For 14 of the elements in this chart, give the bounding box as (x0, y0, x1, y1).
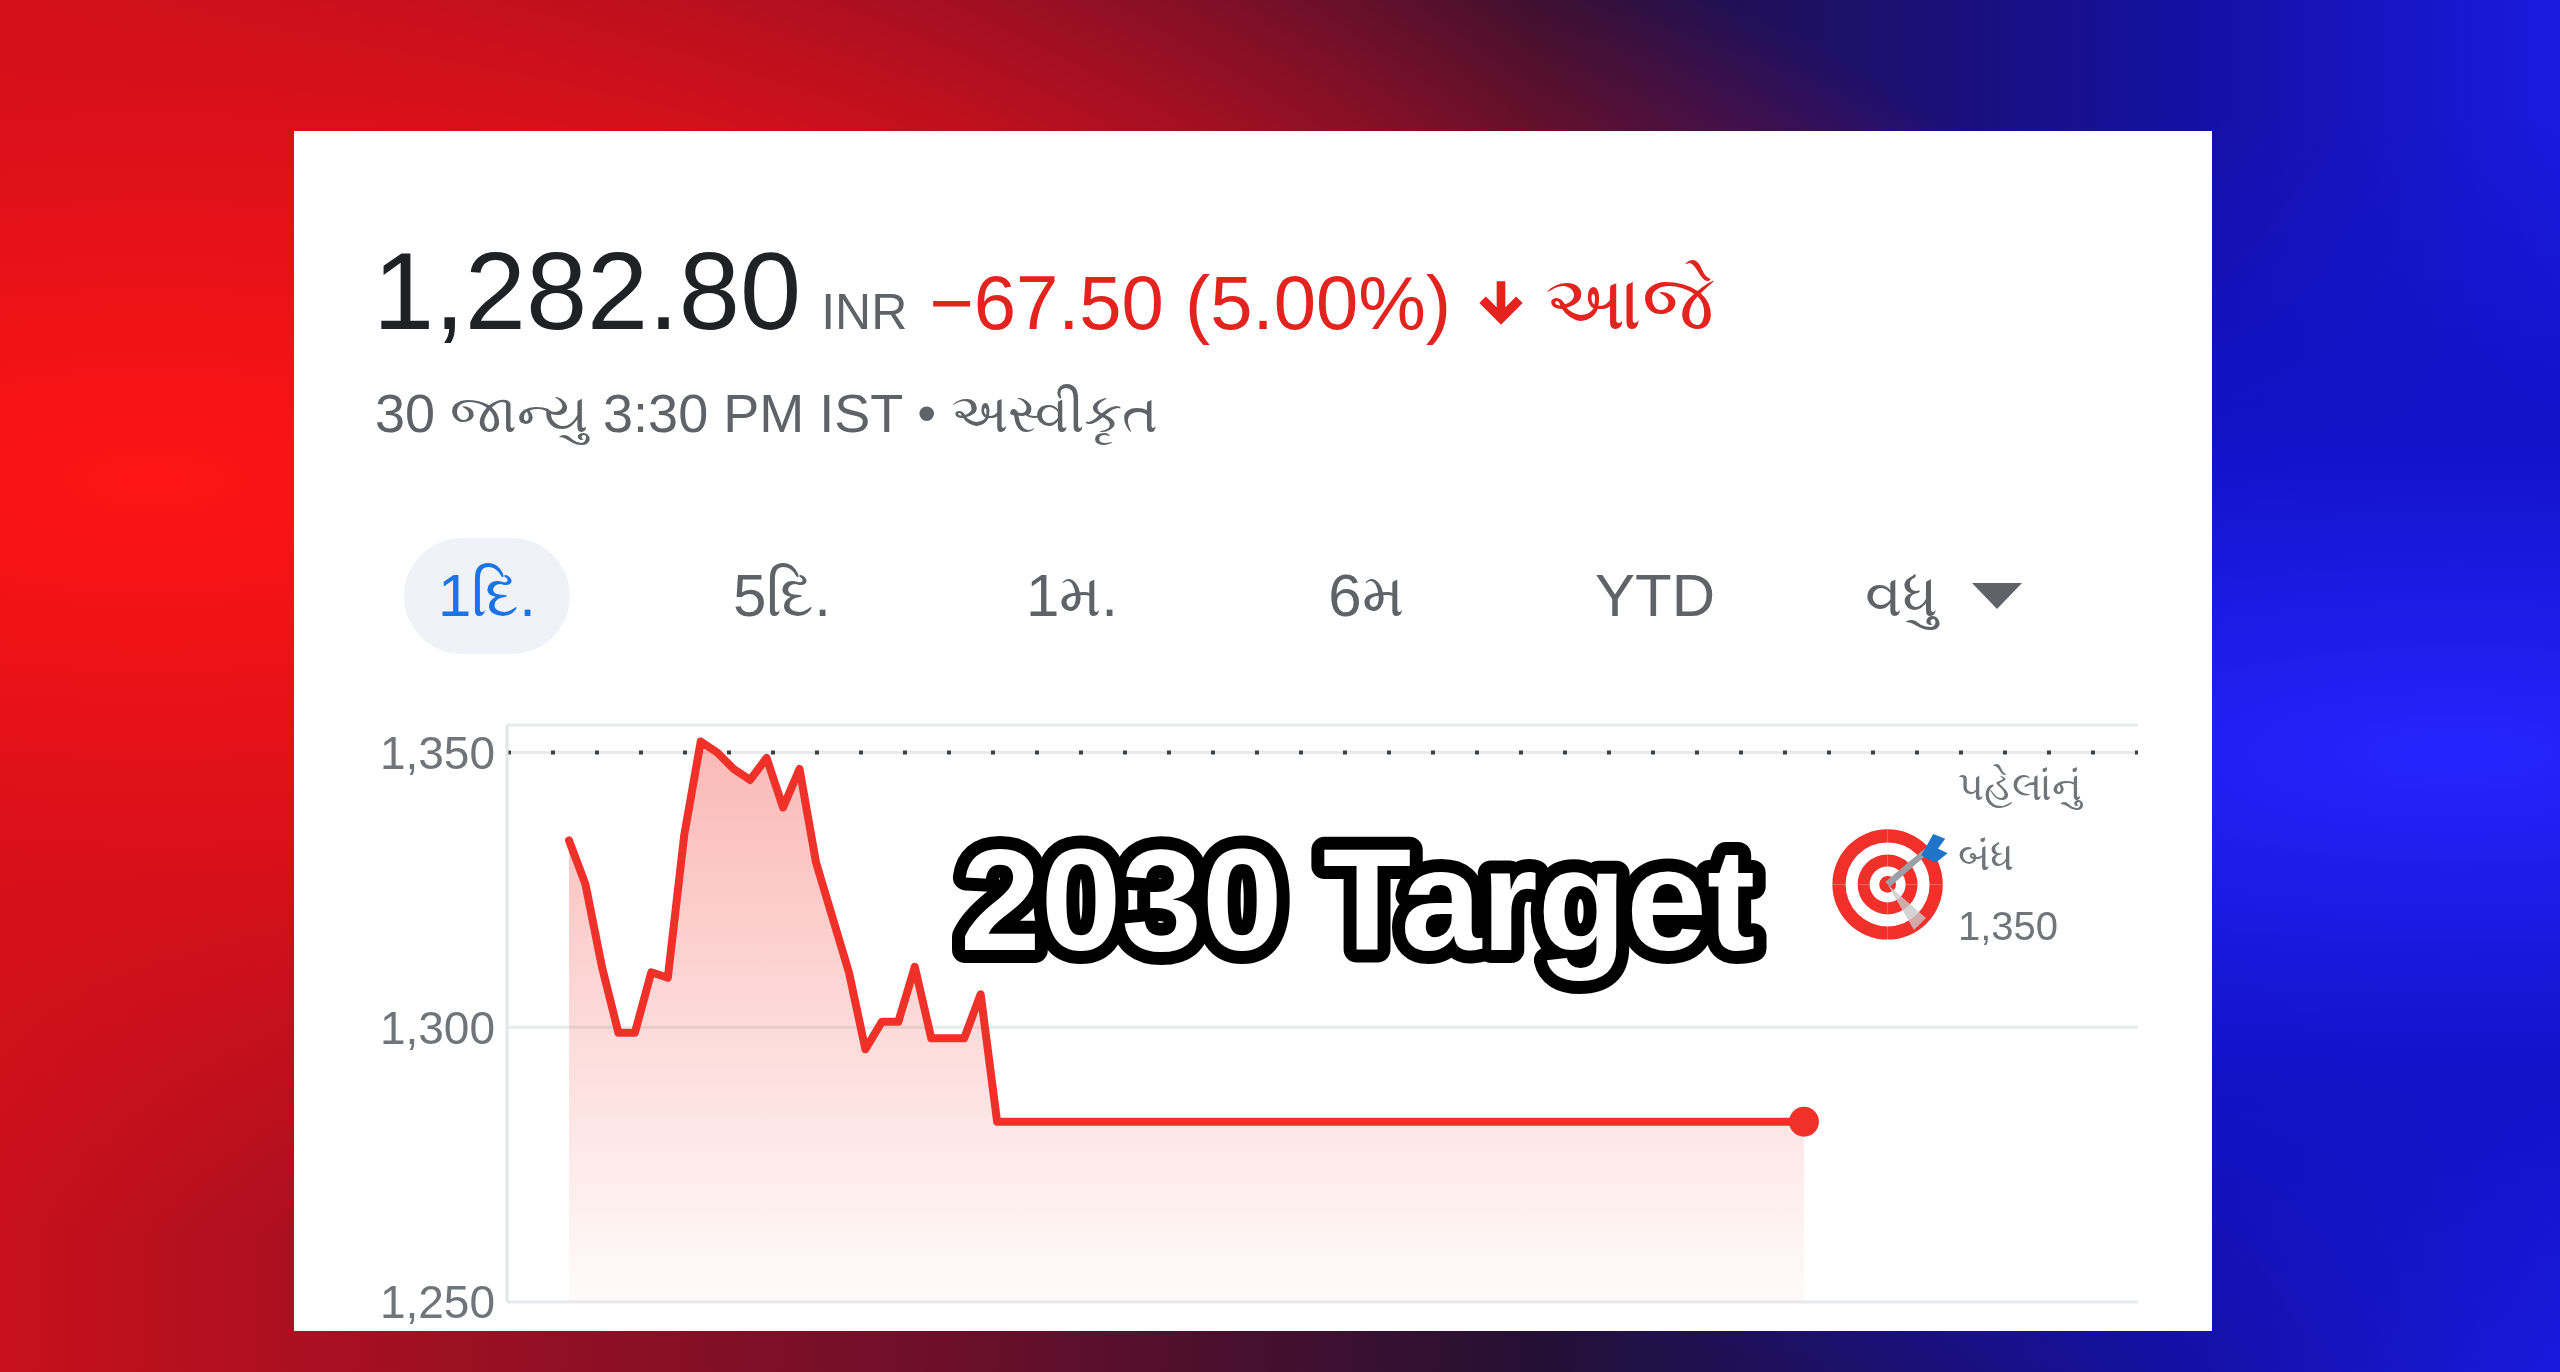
y-tick-label: 1,350 (379, 726, 495, 779)
chart-subtitle: 30 જાન્યુ 3:30 PM IST • અસ્વીકૃત (375, 383, 1159, 443)
text: 5દિ. (732, 562, 832, 629)
chart-title: 1,282.80 (373, 229, 802, 352)
y-tick-label: 1,250 (379, 1276, 495, 1329)
text: −67.50 (5.00%) (929, 260, 1452, 345)
ref-line-label: પહેલાંનું બંધ 1,350 (1958, 764, 2084, 949)
text: YTD (1595, 562, 1715, 629)
text: વધુ (1864, 562, 1938, 629)
text: 1મ. (1025, 562, 1119, 629)
text: 6મ (1328, 562, 1404, 629)
text: INR (821, 284, 908, 340)
text: આજે (1545, 260, 1715, 345)
y-tick-label: 1,300 (379, 1001, 495, 1054)
